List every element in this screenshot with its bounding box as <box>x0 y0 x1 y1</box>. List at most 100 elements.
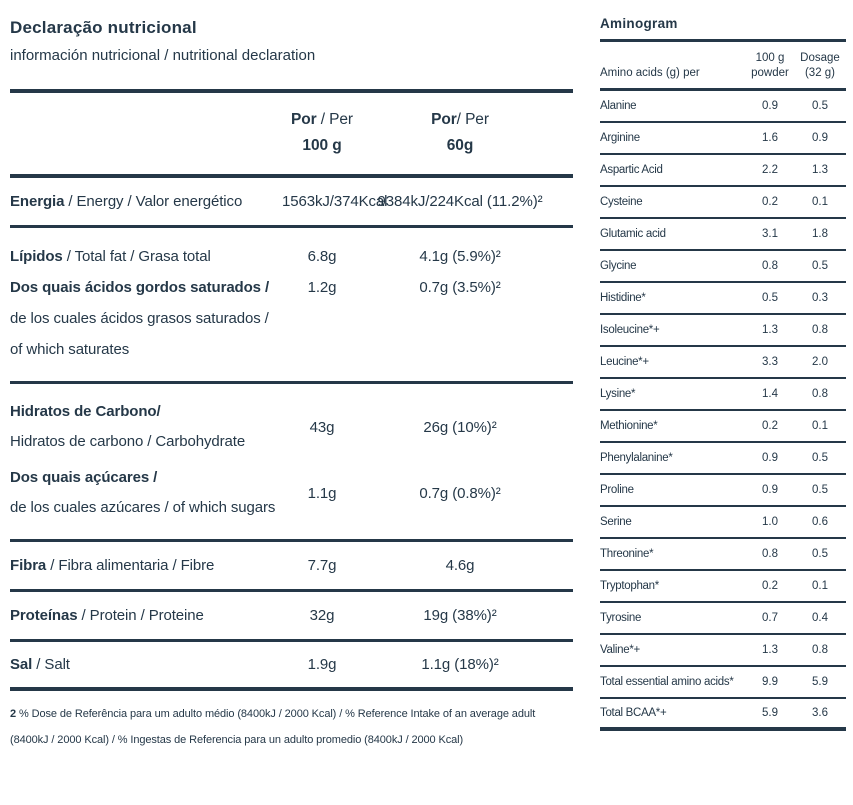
aminogram-row: Leucine*+ 3.3 2.0 <box>600 347 846 379</box>
per-60g-line1: Por/ Per <box>431 111 489 128</box>
amino-value-dosage: 0.5 <box>812 548 828 560</box>
amino-value-dosage: 0.1 <box>812 420 828 432</box>
amino-value-100g: 0.2 <box>762 420 778 432</box>
saturates-label-es-row: de los cuales ácidos grasos saturados / <box>10 303 573 334</box>
fibre-per-60g: 4.6g <box>445 557 475 574</box>
amino-acid-name: Cysteine <box>600 196 643 208</box>
carbohydrate-per-60g: 26g (10%)² <box>423 418 497 436</box>
amino-value-dosage: 0.1 <box>812 196 828 208</box>
nutrition-header-row: Por / Per 100 g Por/ Per 60g <box>10 107 573 159</box>
salt-section: Sal / Salt 1.9g 1.1g (18%)² <box>10 642 573 691</box>
amino-value-dosage: 5.9 <box>812 676 828 688</box>
amino-acid-name: Lysine* <box>600 388 636 400</box>
amino-acid-name: Valine*+ <box>600 644 640 656</box>
fibre-label: Fibra / Fibra alimentaria / Fibre <box>10 557 215 574</box>
amino-value-dosage: 0.5 <box>812 260 828 272</box>
amino-acid-name: Isoleucine*+ <box>600 324 660 336</box>
carbohydrate-label-pt: Hidratos de Carbono/ <box>10 403 161 420</box>
sugars-label-pt: Dos quais açúcares / <box>10 469 158 486</box>
nutrition-declaration-panel: Declaração nutricional información nutri… <box>10 18 573 753</box>
header-dosage-line2: (32 g) <box>804 67 836 79</box>
amino-value-100g: 0.7 <box>762 612 778 624</box>
amino-value-dosage: 0.8 <box>812 644 828 656</box>
amino-value-dosage: 0.3 <box>812 292 828 304</box>
aminogram-row: Total essential amino acids* 9.9 5.9 <box>600 667 846 699</box>
amino-value-100g: 0.9 <box>762 484 778 496</box>
amino-acid-name: Serine <box>600 516 632 528</box>
saturates-label-es: de los cuales ácidos grasos saturados / <box>10 310 269 327</box>
amino-value-100g: 1.6 <box>762 132 778 144</box>
amino-acid-name: Glycine <box>600 260 637 272</box>
amino-value-100g: 0.2 <box>762 580 778 592</box>
energy-row: Energia / Energy / Valor energético 1563… <box>10 193 573 210</box>
saturates-row: Dos quais ácidos gordos saturados / 1.2g… <box>10 272 573 303</box>
per-60g-line2: 60g <box>446 137 474 154</box>
nutrition-title: Declaração nutricional <box>10 18 197 37</box>
aminogram-header-label: Amino acids (g) per <box>600 67 700 79</box>
amino-value-100g: 1.3 <box>762 644 778 656</box>
amino-value-100g: 5.9 <box>762 707 778 719</box>
protein-row: Proteínas / Protein / Proteine 32g 19g (… <box>10 607 573 624</box>
amino-value-100g: 0.9 <box>762 452 778 464</box>
amino-acid-name: Tryptophan* <box>600 580 659 592</box>
saturates-label-pt: Dos quais ácidos gordos saturados / <box>10 279 270 296</box>
salt-label: Sal / Salt <box>10 656 70 673</box>
total-fat-per-100g: 6.8g <box>307 248 337 265</box>
amino-acid-name: Phenylalanine* <box>600 452 673 464</box>
amino-value-dosage: 0.1 <box>812 580 828 592</box>
aminogram-panel: Aminogram Amino acids (g) per 100 g powd… <box>600 16 846 731</box>
carbohydrate-label: Hidratos de Carbono/ Hidratos de carbono… <box>10 397 282 457</box>
amino-value-dosage: 3.6 <box>812 707 828 719</box>
amino-acid-name: Arginine <box>600 132 640 144</box>
aminogram-header-dosage: Dosage (32 g) <box>794 51 846 81</box>
amino-value-100g: 3.1 <box>762 228 778 240</box>
column-header-per-60g: Por/ Per 60g <box>362 107 558 159</box>
header-dosage-line1: Dosage <box>800 52 840 64</box>
aminogram-row: Phenylalanine* 0.9 0.5 <box>600 443 846 475</box>
amino-value-dosage: 1.3 <box>812 164 828 176</box>
amino-acid-name: Methionine* <box>600 420 658 432</box>
amino-value-100g: 1.0 <box>762 516 778 528</box>
amino-value-100g: 1.3 <box>762 324 778 336</box>
saturates-label-en-row: of which saturates <box>10 334 573 365</box>
per-100g-line1: Por / Per <box>291 111 353 128</box>
aminogram-row: Tryptophan* 0.2 0.1 <box>600 571 846 603</box>
amino-acid-name: Total essential amino acids* <box>600 676 734 688</box>
amino-value-dosage: 0.8 <box>812 324 828 336</box>
saturates-per-60g: 0.7g (3.5%)² <box>419 279 501 296</box>
protein-per-100g: 32g <box>309 607 335 624</box>
protein-per-60g: 19g (38%)² <box>423 607 497 624</box>
sugars-per-60g: 0.7g (0.8%)² <box>419 484 501 502</box>
amino-value-dosage: 0.9 <box>812 132 828 144</box>
amino-acid-name: Histidine* <box>600 292 646 304</box>
aminogram-row: Glutamic acid 3.1 1.8 <box>600 219 846 251</box>
aminogram-row: Total BCAA*+ 5.9 3.6 <box>600 699 846 731</box>
amino-value-100g: 0.5 <box>762 292 778 304</box>
amino-value-100g: 3.3 <box>762 356 778 368</box>
fibre-per-100g: 7.7g <box>307 557 337 574</box>
aminogram-row: Isoleucine*+ 1.3 0.8 <box>600 315 846 347</box>
aminogram-row: Alanine 0.9 0.5 <box>600 91 846 123</box>
amino-value-dosage: 0.5 <box>812 100 828 112</box>
amino-acid-name: Glutamic acid <box>600 228 666 240</box>
amino-value-100g: 0.8 <box>762 260 778 272</box>
nutrition-header-section: Por / Per 100 g Por/ Per 60g <box>10 93 573 178</box>
amino-acid-name: Alanine <box>600 100 637 112</box>
amino-value-100g: 9.9 <box>762 676 778 688</box>
sugars-per-100g: 1.1g <box>307 484 337 502</box>
aminogram-header-100g-powder: 100 g powder <box>746 51 794 81</box>
aminogram-row: Threonine* 0.8 0.5 <box>600 539 846 571</box>
amino-value-dosage: 1.8 <box>812 228 828 240</box>
amino-acid-name: Total BCAA*+ <box>600 707 667 719</box>
aminogram-row: Methionine* 0.2 0.1 <box>600 411 846 443</box>
reference-intake-footnote: 2 % Dose de Referência para um adulto mé… <box>10 708 536 746</box>
amino-acid-name: Leucine*+ <box>600 356 649 368</box>
nutrition-subtitle: información nutricional / nutritional de… <box>10 47 316 64</box>
per-100g-line2: 100 g <box>302 137 342 154</box>
fibre-section: Fibra / Fibra alimentaria / Fibre 7.7g 4… <box>10 542 573 592</box>
aminogram-header-row: Amino acids (g) per 100 g powder Dosage … <box>600 42 846 91</box>
protein-label: Proteínas / Protein / Proteine <box>10 607 204 624</box>
salt-per-100g: 1.9g <box>307 656 337 673</box>
header-100g-line2: powder <box>751 67 789 79</box>
carbohydrate-section: Hidratos de Carbono/ Hidratos de carbono… <box>10 384 573 542</box>
